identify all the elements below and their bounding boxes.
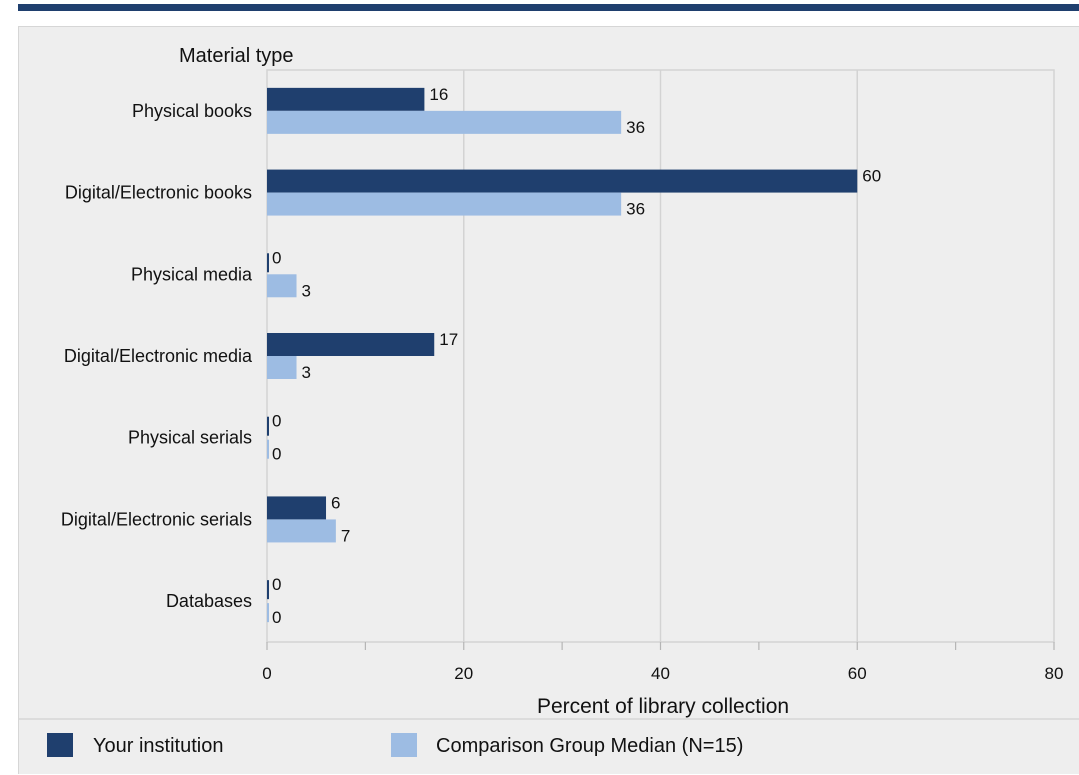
data-label: 0 xyxy=(272,445,281,464)
category-label: Physical media xyxy=(131,264,253,284)
bar xyxy=(267,87,425,111)
legend-label: Comparison Group Median (N=15) xyxy=(436,735,743,757)
category-label: Physical books xyxy=(132,101,252,121)
data-label: 3 xyxy=(302,281,311,300)
bar-chart: Material type 16 36 60 36 0 3 17 3 0 0 67 0 0 Physic… xyxy=(19,45,1079,757)
data-label: 60 xyxy=(862,167,881,186)
bar xyxy=(267,496,327,520)
data-label: 7 xyxy=(341,526,350,545)
category-label: Physical serials xyxy=(128,428,252,448)
x-axis: 0 20 40 60 80 xyxy=(262,642,1063,683)
legend-label: Your institution xyxy=(93,735,223,757)
x-tick-label: 40 xyxy=(651,664,670,683)
x-tick-label: 80 xyxy=(1045,664,1064,683)
legend-swatch xyxy=(47,733,73,757)
legend: Your institution Comparison Group Median … xyxy=(47,733,743,757)
bar xyxy=(267,192,622,216)
x-tick-label: 20 xyxy=(454,664,473,683)
category-labels: Physical books Digital/Electronic books Ph… xyxy=(61,101,253,611)
data-label: 36 xyxy=(626,118,645,137)
data-label: 0 xyxy=(272,412,281,431)
gridlines xyxy=(463,70,858,642)
bar xyxy=(267,169,858,193)
category-label: Databases xyxy=(166,591,252,611)
x-tick-label: 0 xyxy=(262,664,271,683)
chart-title: Material type xyxy=(179,45,294,67)
data-label: 36 xyxy=(626,200,645,219)
header-rule xyxy=(18,4,1079,11)
data-label: 0 xyxy=(272,575,281,594)
category-label: Digital/Electronic books xyxy=(65,183,252,203)
category-label: Digital/Electronic media xyxy=(64,346,253,366)
value-labels: 16 36 60 36 0 3 17 3 0 0 67 0 0 xyxy=(272,85,881,627)
bars-layer xyxy=(267,87,858,623)
category-label: Digital/Electronic serials xyxy=(61,509,252,529)
bar xyxy=(267,274,297,298)
data-label: 0 xyxy=(272,608,281,627)
chart-panel: Material type 16 36 60 36 0 3 17 3 0 0 6 7 0 0 Physic… xyxy=(18,26,1079,774)
x-tick-label: 60 xyxy=(848,664,867,683)
data-label: 16 xyxy=(429,85,448,104)
bar xyxy=(267,519,336,543)
bar xyxy=(267,356,297,379)
data-label: 3 xyxy=(302,363,311,382)
data-label: 0 xyxy=(272,248,281,267)
data-label: 6 xyxy=(331,493,340,512)
x-axis-title: Percent of library collection xyxy=(537,695,789,718)
legend-swatch xyxy=(391,733,417,757)
data-label: 17 xyxy=(439,330,458,349)
bar xyxy=(267,333,435,356)
bar xyxy=(267,110,622,134)
